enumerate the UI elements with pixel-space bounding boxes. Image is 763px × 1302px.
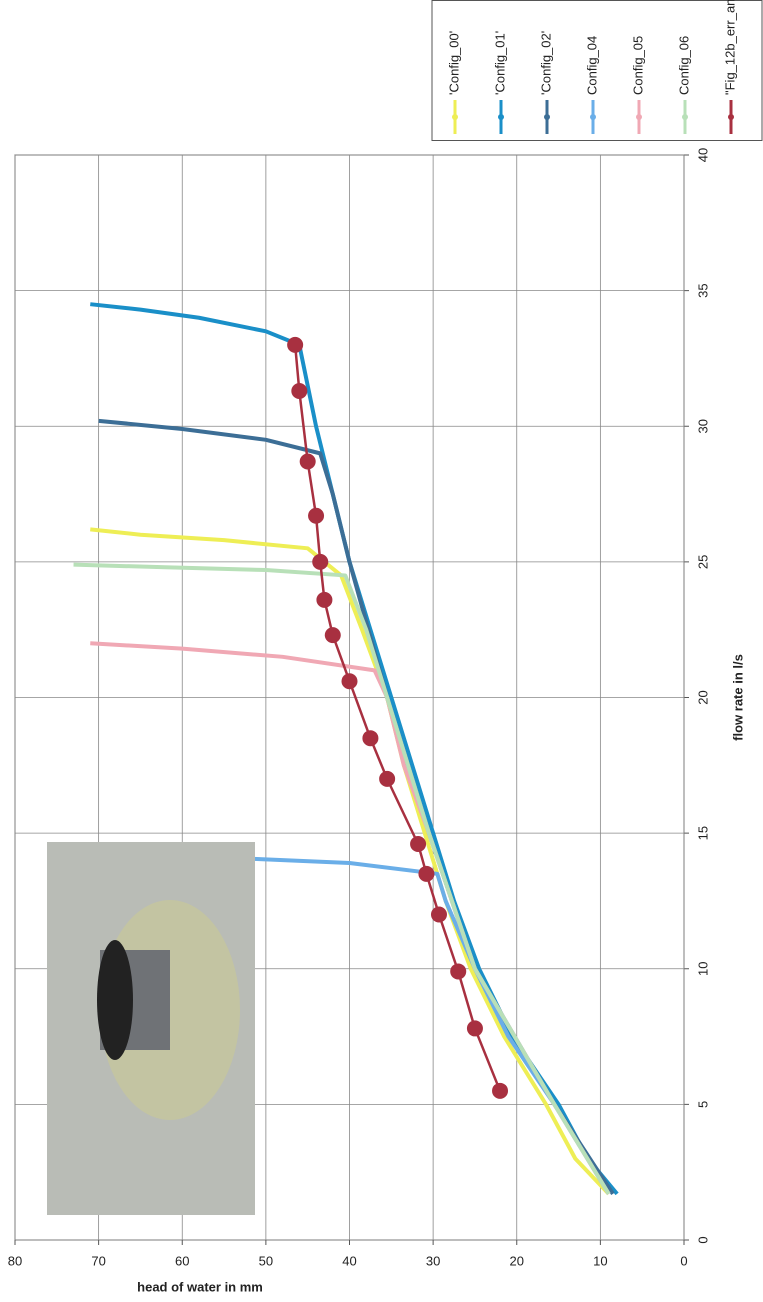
x-tick-label: 15 — [695, 826, 710, 840]
legend-label: "Fig_12b_err_and_others" — [722, 0, 737, 95]
legend-box — [431, 0, 763, 141]
legend: 'Config_00' 'Config_01' 'Config_02' Config_… — [446, 0, 737, 134]
series-line — [293, 344, 502, 1092]
x-tick-label: 0 — [695, 1236, 710, 1243]
y-tick-label: 60 — [175, 1253, 189, 1268]
y-tick-label: 0 — [680, 1253, 687, 1268]
data-point — [492, 1082, 509, 1099]
data-point — [379, 770, 396, 787]
data-point — [291, 382, 308, 399]
legend-label: 'Config_02' — [538, 31, 553, 95]
y-tick-label: 80 — [8, 1253, 22, 1268]
legend-label: Config_04 — [584, 36, 599, 95]
data-point — [466, 1020, 483, 1037]
x-tick-label: 10 — [695, 962, 710, 976]
x-tick-label: 5 — [695, 1101, 710, 1108]
data-point — [308, 507, 325, 524]
x-tick-label: 25 — [695, 555, 710, 569]
y-tick-label: 50 — [259, 1253, 273, 1268]
data-point — [324, 627, 341, 644]
data-point — [418, 865, 435, 882]
legend-marker — [728, 114, 734, 120]
data-point — [312, 553, 329, 570]
legend-marker — [682, 114, 688, 120]
data-point — [450, 963, 467, 980]
data-point — [410, 835, 427, 852]
y-tick-label: 40 — [342, 1253, 356, 1268]
legend-label: 'Config_00' — [446, 31, 461, 95]
legend-marker — [590, 114, 596, 120]
inset-photo — [47, 842, 255, 1215]
data-point — [341, 673, 358, 690]
x-axis-label: flow rate in l/s — [730, 654, 745, 741]
data-point — [299, 453, 316, 470]
legend-marker — [498, 114, 504, 120]
legend-marker — [636, 114, 642, 120]
y-tick-label: 10 — [593, 1253, 607, 1268]
legend-marker — [544, 114, 550, 120]
legend-label: Config_06 — [676, 36, 691, 95]
series-line — [73, 562, 611, 1195]
plot-area: 0 5 10 15 20 25 30 35 40 0 10 20 30 40 50 60 70 80 flow ra… — [8, 148, 746, 1295]
y-tick-label: 70 — [91, 1253, 105, 1268]
photo-shape — [97, 940, 133, 1060]
legend-marker — [452, 114, 458, 120]
x-tick-label: 20 — [695, 690, 710, 704]
x-tick-label: 30 — [695, 419, 710, 433]
data-point — [362, 730, 379, 747]
x-tick-label: 40 — [695, 148, 710, 162]
y-tick-label: 30 — [426, 1253, 440, 1268]
data-point — [287, 336, 304, 353]
y-tick-label: 20 — [510, 1253, 524, 1268]
y-axis-label: head of water in mm — [137, 1279, 263, 1294]
x-tick-label: 35 — [695, 283, 710, 297]
data-point — [430, 906, 447, 923]
data-point — [316, 591, 333, 608]
legend-label: 'Config_01' — [492, 31, 507, 95]
legend-label: Config_05 — [630, 36, 645, 95]
